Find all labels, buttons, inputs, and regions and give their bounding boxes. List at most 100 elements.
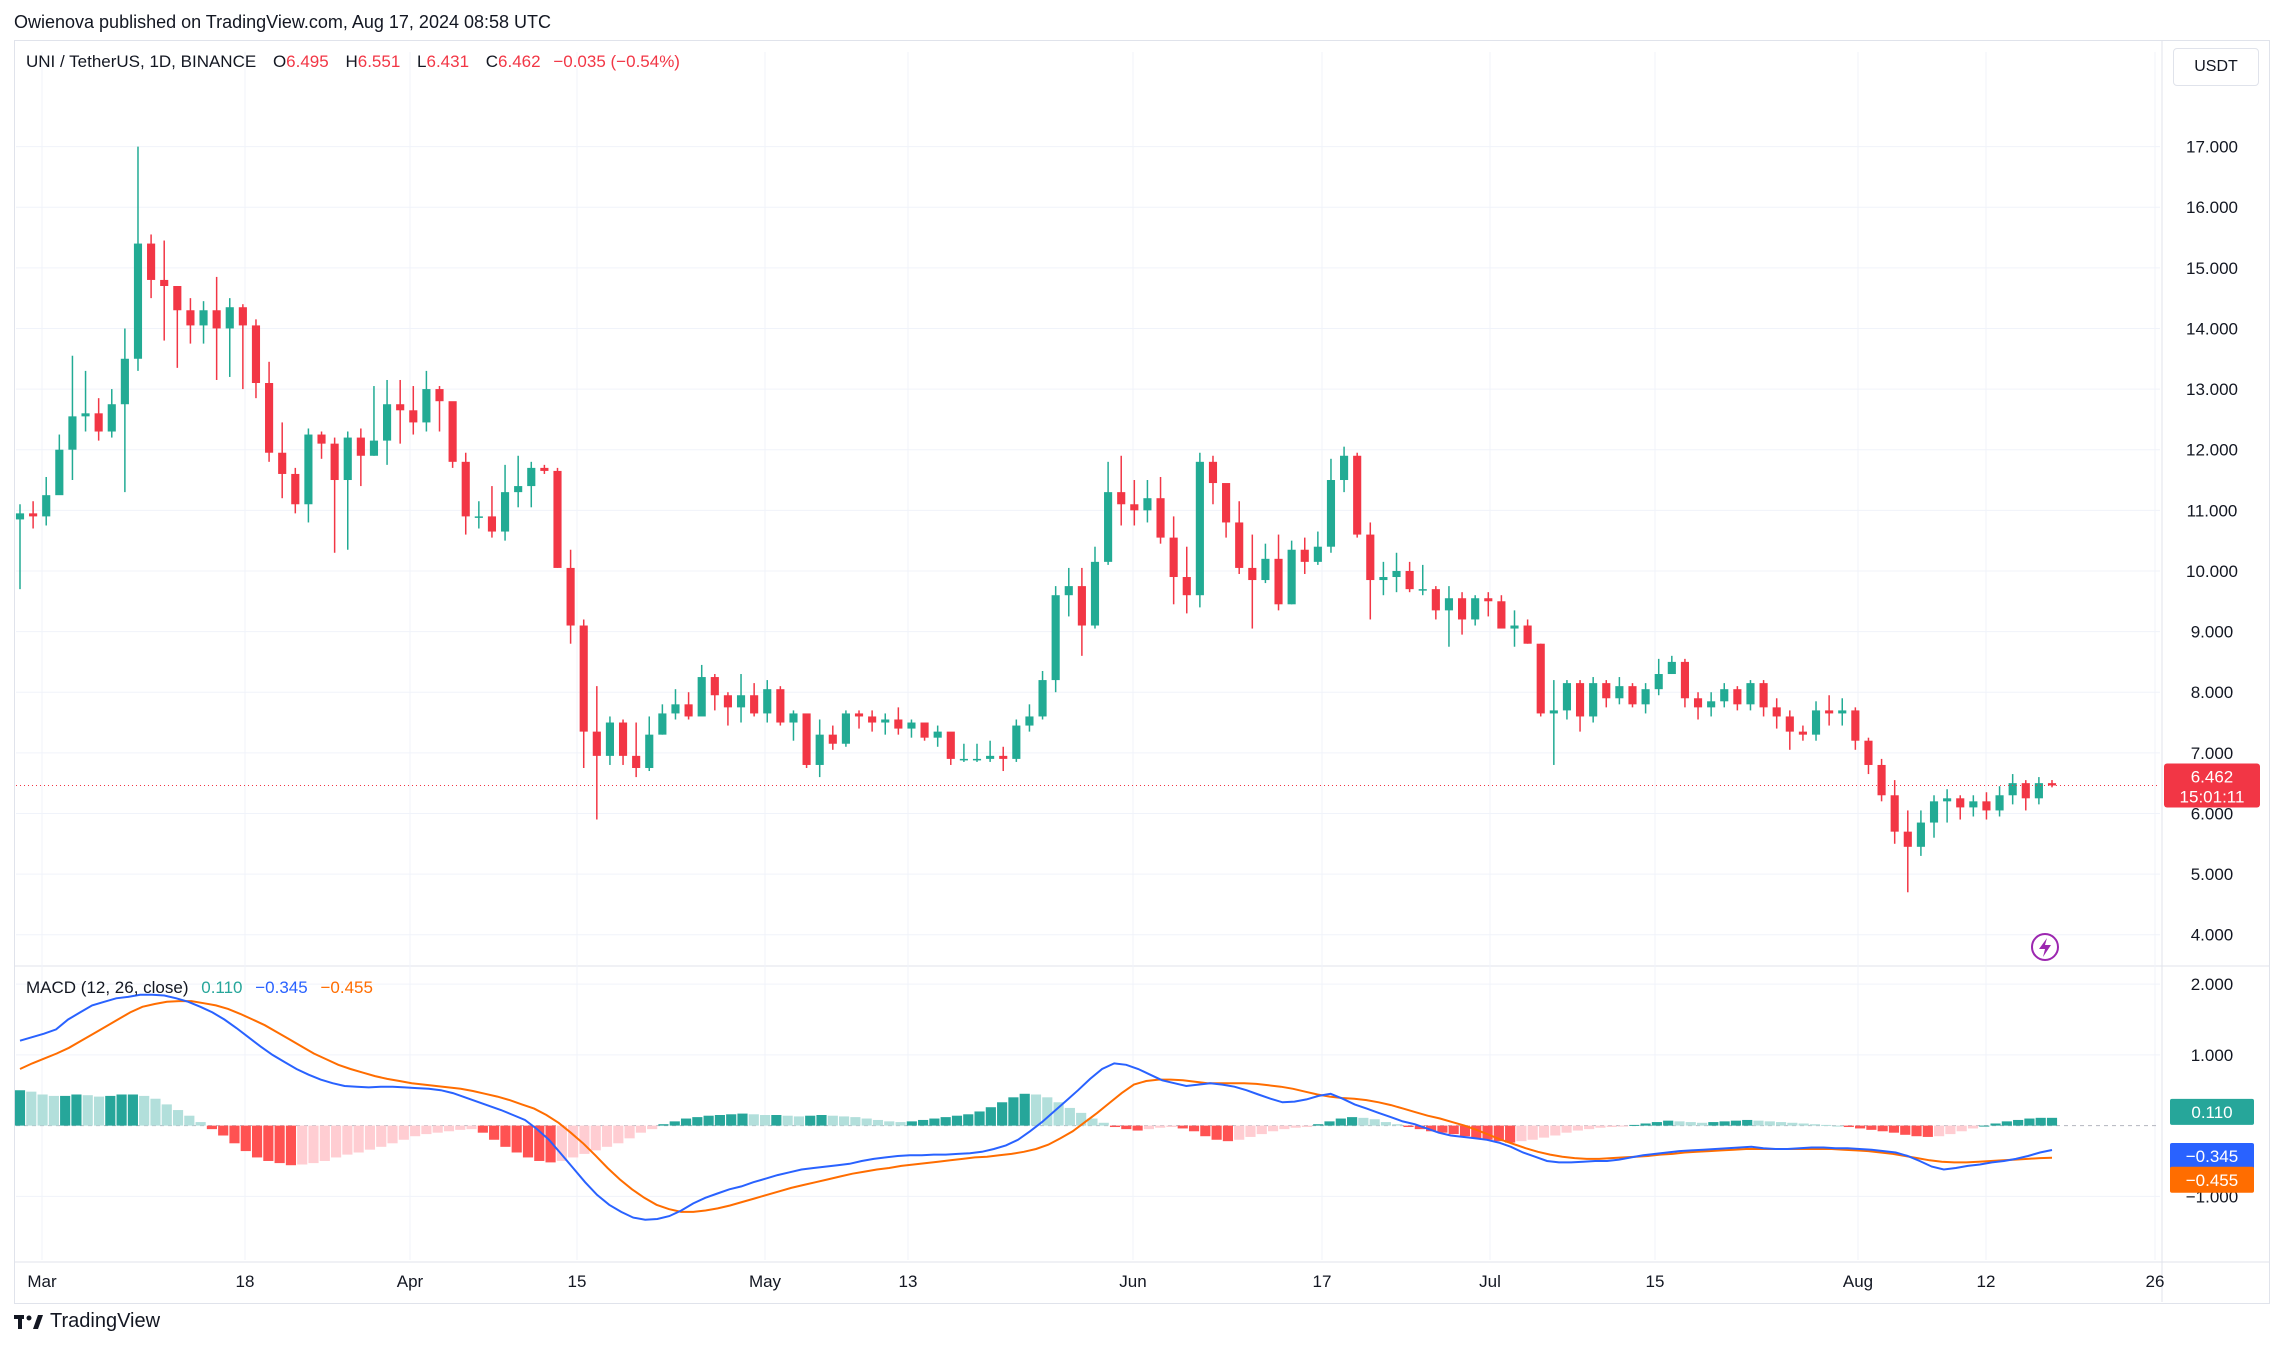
- macd-hist-bar: [929, 1118, 940, 1126]
- candle-body: [1104, 492, 1113, 562]
- candle: [1182, 546, 1191, 614]
- macd-hist-bar: [726, 1114, 737, 1126]
- candle: [265, 361, 274, 462]
- candle-body: [566, 567, 575, 626]
- price-tick-label: 9.000: [2191, 623, 2234, 642]
- candle-body: [1903, 831, 1912, 847]
- candle-body: [1012, 725, 1021, 759]
- candle: [1510, 610, 1519, 647]
- candle: [894, 707, 903, 735]
- candle-body: [487, 516, 497, 532]
- candle-body: [251, 325, 261, 384]
- candle-body: [15, 513, 25, 520]
- candle: [304, 428, 313, 523]
- candle: [1615, 677, 1624, 705]
- candle-body: [42, 495, 51, 517]
- candle-body: [933, 731, 942, 738]
- candle: [1969, 795, 1978, 817]
- macd-tick-label: 2.000: [2191, 975, 2234, 994]
- candle-body: [710, 677, 719, 696]
- candle-body: [736, 695, 746, 708]
- lightning-icon: [2031, 933, 2059, 961]
- candle: [1707, 692, 1716, 717]
- macd-hist-bar: [1313, 1124, 1324, 1126]
- macd-hist-bar: [1877, 1125, 1888, 1132]
- time-tick-label: 18: [236, 1272, 255, 1291]
- candle: [1838, 698, 1847, 726]
- candle-body: [94, 413, 103, 432]
- price-tick-label: 13.000: [2186, 380, 2238, 399]
- candle: [881, 713, 890, 735]
- candle: [2047, 780, 2057, 788]
- candle-body: [1130, 504, 1139, 511]
- macd-hist-bar: [2013, 1119, 2024, 1126]
- candle-body: [999, 755, 1008, 759]
- macd-hist-bar: [613, 1125, 624, 1144]
- candle-body: [461, 461, 470, 517]
- macd-hist-bar: [229, 1125, 240, 1144]
- candle: [1903, 810, 1912, 893]
- candle-body: [1864, 740, 1873, 765]
- macd-hist-bar: [748, 1114, 759, 1126]
- candle-body: [540, 467, 549, 471]
- candle-body: [2008, 783, 2017, 796]
- candle-body: [1143, 498, 1152, 511]
- candle-body: [1248, 567, 1257, 581]
- candle: [1851, 707, 1860, 750]
- candle-body: [1877, 764, 1886, 796]
- macd-hist-bar: [1674, 1121, 1685, 1126]
- macd-hist-bar: [1888, 1125, 1900, 1133]
- candle-body: [1575, 683, 1585, 717]
- candle: [1890, 780, 1899, 844]
- candle: [671, 689, 680, 720]
- macd-hist-bar: [1448, 1125, 1459, 1135]
- candle-body: [1811, 710, 1821, 735]
- macd-hist-bar: [974, 1111, 985, 1126]
- candle-body: [1641, 689, 1650, 705]
- candle: [605, 716, 614, 765]
- time-tick-label: 17: [1313, 1272, 1332, 1291]
- macd-hist-bar: [1595, 1125, 1606, 1128]
- symbol-name[interactable]: UNI / TetherUS, 1D, BINANCE: [26, 52, 257, 71]
- candle: [55, 434, 64, 496]
- price-badge-countdown: 15:01:11: [2180, 787, 2245, 806]
- candle: [1628, 683, 1637, 708]
- macd-hist-bar: [1279, 1125, 1290, 1130]
- candle-body: [1982, 801, 1991, 811]
- candle-body: [1510, 625, 1519, 629]
- macd-hist-bar: [308, 1125, 319, 1164]
- candle: [684, 692, 693, 720]
- candle-body: [1589, 683, 1598, 717]
- footer-brand[interactable]: TradingView: [14, 1310, 160, 1333]
- candle: [1654, 658, 1663, 696]
- candle-body: [802, 713, 811, 765]
- candle: [1261, 543, 1270, 584]
- candle-body: [1602, 683, 1611, 699]
- candle-body: [1523, 625, 1532, 644]
- candle: [1956, 795, 1965, 820]
- macd-hist-bar: [1708, 1122, 1719, 1126]
- macd-hist-bar: [1979, 1125, 1990, 1127]
- candle-body: [1379, 577, 1388, 581]
- candle: [1366, 522, 1375, 620]
- candle: [396, 379, 405, 444]
- macd-hist-bar: [1369, 1119, 1380, 1126]
- footer-brand-text: TradingView: [50, 1310, 161, 1332]
- candle: [527, 461, 536, 508]
- macd-label[interactable]: MACD (12, 26, close): [26, 978, 189, 997]
- macd-hist-bar: [624, 1125, 635, 1139]
- candle-body: [291, 473, 300, 505]
- macd-hist-bar: [1696, 1122, 1708, 1126]
- candle: [1353, 452, 1362, 538]
- candle-body: [1261, 558, 1270, 581]
- macd-hist-bar: [918, 1119, 929, 1126]
- currency-button[interactable]: USDT: [2173, 48, 2259, 86]
- candle-body: [1667, 661, 1676, 675]
- candle-body: [1117, 492, 1126, 505]
- candle: [1458, 592, 1467, 635]
- candle-body: [212, 310, 221, 329]
- candle-body: [1208, 461, 1218, 484]
- candle: [369, 386, 379, 456]
- candle: [1379, 561, 1388, 596]
